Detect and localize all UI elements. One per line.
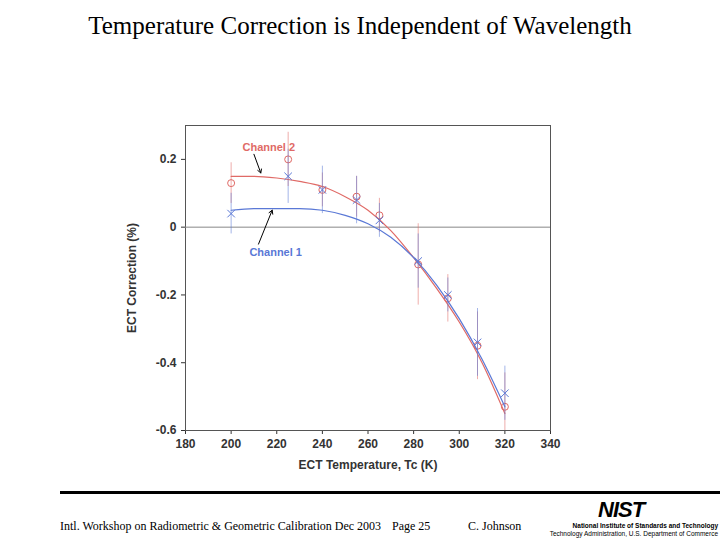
svg-text:ECT Correction (%): ECT Correction (%) [125,223,139,333]
svg-text:0: 0 [170,220,177,234]
svg-text:180: 180 [175,437,195,451]
svg-text:Channel 2: Channel 2 [243,141,296,153]
html-text:Intl. Workshop on Radiometric: Intl. Workshop on Radiometric & Geometri… [60,519,382,533]
svg-text:ECT Temperature, Tc (K): ECT Temperature, Tc (K) [299,458,438,472]
svg-text:260: 260 [358,437,378,451]
svg-text:300: 300 [449,437,469,451]
svg-text:-0.2: -0.2 [156,288,177,302]
html-text:Technology Administration, U.S: Technology Administration, U.S. Departme… [549,530,718,537]
svg-text:200: 200 [221,437,241,451]
svg-text:-0.6: -0.6 [156,423,177,437]
svg-text:340: 340 [540,437,560,451]
svg-text:280: 280 [404,437,424,451]
svg-text:220: 220 [267,437,287,451]
html-text:National Institute of Standard: National Institute of Standards and Tech… [572,522,718,529]
html-text:C. Johnson: C. Johnson [468,519,522,533]
svg-text:Channel 1: Channel 1 [249,246,302,258]
svg-text:0.2: 0.2 [160,152,177,166]
svg-text:-0.4: -0.4 [156,356,177,370]
svg-text:240: 240 [312,437,332,451]
html-text:Temperature Correction is Inde: Temperature Correction is Independent of… [88,12,632,39]
html-text:Page 25: Page 25 [392,519,431,533]
svg-text:320: 320 [495,437,515,451]
html-text:NIST: NIST [598,497,645,522]
